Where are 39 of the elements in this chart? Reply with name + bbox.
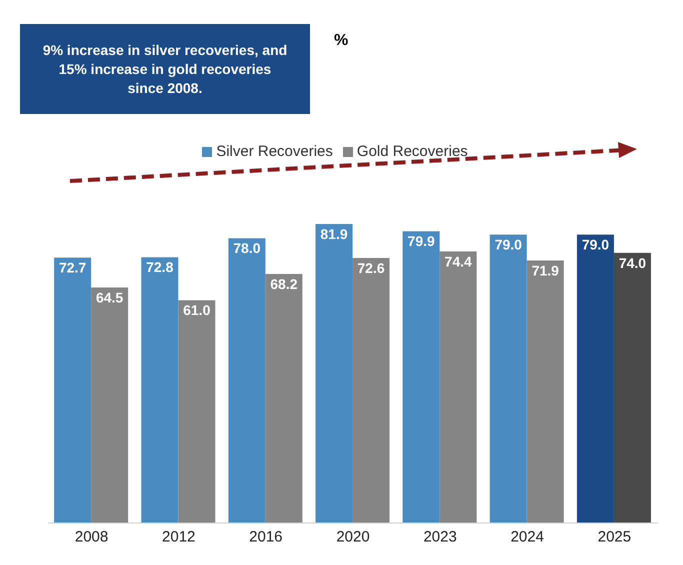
bar [265,274,302,523]
data-label: 78.0 [233,240,261,256]
data-label: 74.4 [444,253,472,270]
bar [228,238,266,523]
x-tick-label: 2016 [249,528,283,546]
data-label: 71.9 [532,262,560,278]
data-label: 74.0 [618,254,646,271]
data-label: 81.9 [320,226,348,242]
text: 9% increase in silver recoveries, and 15% increase in gold recoveries since 2008. [20,24,310,114]
bar [141,257,178,523]
bar [440,251,477,523]
legend-label: Gold Recoveries [356,143,468,160]
data-label: 72.8 [146,259,174,276]
x-tick-label: 2024 [510,528,544,546]
bar [316,224,353,523]
bar [490,234,527,523]
bar [352,258,390,523]
bar [576,234,614,523]
x-tick-label: 2012 [162,528,196,546]
x-tick-label: 2023 [423,528,457,546]
data-label: 72.7 [58,260,86,276]
data-label: 72.6 [357,260,385,276]
bar [526,260,564,523]
data-label: 79.0 [582,236,610,253]
text: % [334,32,348,50]
x-tick-label: 2025 [598,528,632,546]
x-tick-label: 2020 [336,528,370,546]
bar [91,288,128,523]
data-label: 68.2 [270,276,298,292]
bar [614,252,651,523]
bar [402,231,440,523]
x-tick-label: 2008 [74,528,108,546]
bar [54,258,92,523]
bar [178,300,216,523]
data-label: 79.0 [494,236,522,253]
data-label: 64.5 [96,289,124,306]
legend-label: Silver Recoveries [216,143,333,160]
data-label: 61.0 [183,302,211,318]
data-label: 79.9 [408,233,436,250]
